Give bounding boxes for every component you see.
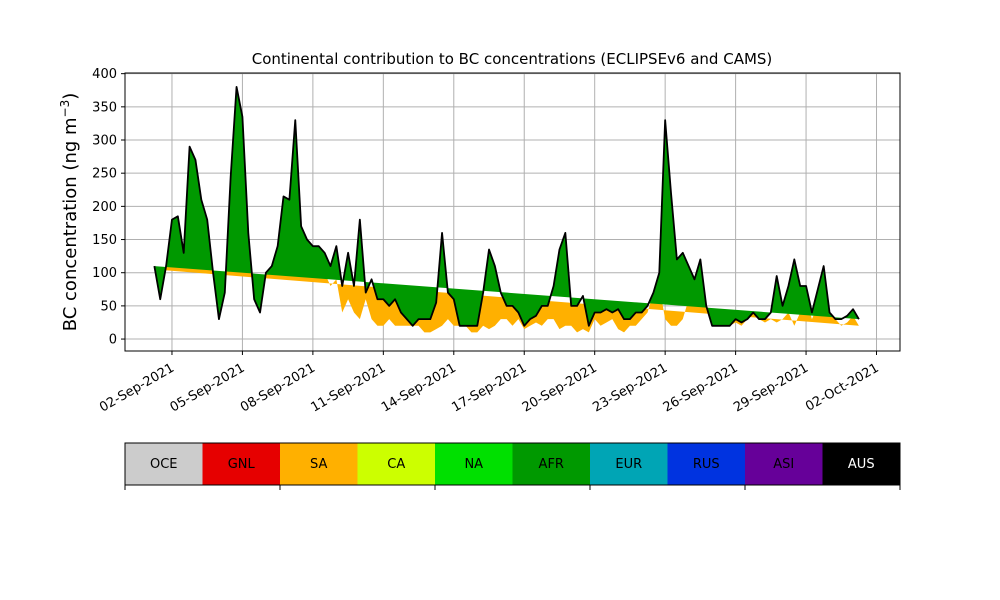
legend-swatch-asi	[745, 443, 823, 485]
legend-swatch-eur	[590, 443, 668, 485]
legend-colorbar: OCE GNL SA CA NA AFR EUR RUS ASI AUS	[124, 442, 901, 490]
legend-swatch-sa	[280, 443, 358, 485]
legend-label-aus: AUS	[848, 457, 875, 472]
y-tick-label: 400	[92, 67, 117, 82]
legend-label-gnl: GNL	[228, 457, 256, 472]
legend-swatch-afr	[512, 443, 590, 485]
x-tick-label: 02-Oct-2021	[803, 361, 881, 415]
legend-label-oce: OCE	[150, 457, 178, 472]
x-tick-label: 26-Sep-2021	[661, 361, 741, 416]
y-tick-label: 150	[92, 233, 117, 248]
legend-swatch-oce	[125, 443, 203, 485]
x-axis-ticks: 02-Sep-202105-Sep-202108-Sep-202111-Sep-…	[97, 351, 882, 416]
y-tick-label: 50	[100, 299, 117, 314]
x-tick-label: 11-Sep-2021	[309, 361, 389, 416]
legend-label-rus: RUS	[693, 457, 720, 472]
legend-swatch-gnl	[202, 443, 280, 485]
y-tick-label: 100	[92, 266, 117, 281]
legend-label-na: NA	[464, 457, 483, 472]
chart-title: Continental contribution to BC concentra…	[252, 50, 773, 68]
legend-label-eur: EUR	[615, 457, 642, 472]
legend-label-afr: AFR	[539, 457, 564, 472]
legend-label-asi: ASI	[773, 457, 794, 472]
x-tick-label: 20-Sep-2021	[520, 361, 600, 416]
legend-swatch-na	[435, 443, 513, 485]
y-axis-label: BC concentration (ng m−3)	[58, 93, 81, 332]
y-axis-label-close: )	[60, 93, 81, 100]
chart-area: Continental contribution to BC concentra…	[58, 50, 901, 416]
legend-swatch-rus	[667, 443, 745, 485]
x-tick-label: 17-Sep-2021	[449, 361, 529, 416]
y-tick-label: 0	[109, 333, 117, 348]
total-concentration-line	[153, 86, 860, 327]
x-tick-label: 02-Sep-2021	[97, 361, 177, 416]
y-axis-ticks: 0 50 100 150 200 250 300 350 400	[92, 67, 125, 348]
series-areas	[154, 86, 859, 333]
y-axis-label-text: BC concentration (ng m	[60, 117, 81, 331]
x-tick-label: 05-Sep-2021	[168, 361, 248, 416]
y-tick-label: 250	[92, 167, 117, 182]
x-tick-label: 23-Sep-2021	[590, 361, 670, 416]
y-tick-label: 350	[92, 100, 117, 115]
x-tick-label: 08-Sep-2021	[238, 361, 318, 416]
y-tick-label: 200	[92, 200, 117, 215]
total-line	[153, 86, 860, 327]
legend-label-sa: SA	[310, 457, 327, 472]
x-tick-label: 29-Sep-2021	[731, 361, 811, 416]
y-axis-label-exponent: −3	[58, 100, 72, 118]
plot-frame	[124, 72, 901, 352]
x-tick-label: 14-Sep-2021	[379, 361, 459, 416]
y-tick-label: 300	[92, 134, 117, 149]
legend-label-ca: CA	[387, 457, 405, 472]
legend-swatch-ca	[357, 443, 435, 485]
legend-swatch-aus	[822, 443, 900, 485]
legend-frame	[124, 442, 901, 486]
